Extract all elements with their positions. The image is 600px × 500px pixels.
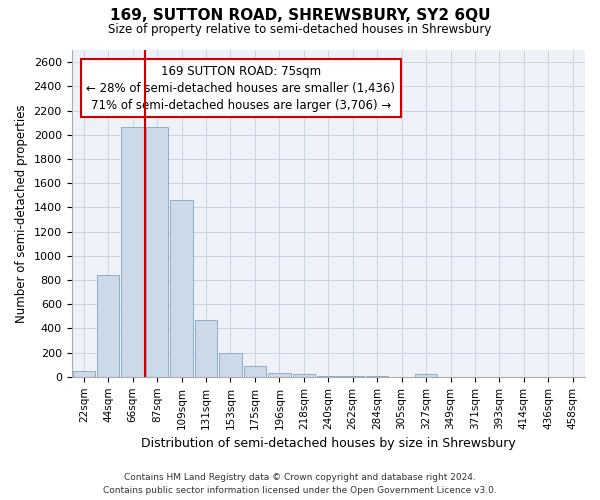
Bar	[219, 352, 242, 377]
Y-axis label: Number of semi-detached properties: Number of semi-detached properties	[15, 104, 28, 322]
Bar	[415, 374, 437, 377]
Bar	[244, 366, 266, 377]
Bar	[366, 376, 388, 377]
Bar	[121, 128, 144, 377]
Bar	[317, 376, 340, 377]
Text: 169, SUTTON ROAD, SHREWSBURY, SY2 6QU: 169, SUTTON ROAD, SHREWSBURY, SY2 6QU	[110, 8, 490, 22]
Text: Size of property relative to semi-detached houses in Shrewsbury: Size of property relative to semi-detach…	[109, 22, 491, 36]
X-axis label: Distribution of semi-detached houses by size in Shrewsbury: Distribution of semi-detached houses by …	[141, 437, 515, 450]
Bar	[268, 372, 290, 377]
Bar	[146, 128, 169, 377]
Bar	[97, 275, 119, 377]
Bar	[170, 200, 193, 377]
Bar	[341, 376, 364, 377]
Bar	[195, 320, 217, 377]
Bar	[73, 371, 95, 377]
Text: 169 SUTTON ROAD: 75sqm
← 28% of semi-detached houses are smaller (1,436)
71% of : 169 SUTTON ROAD: 75sqm ← 28% of semi-det…	[86, 64, 395, 112]
Bar	[293, 374, 315, 377]
Text: Contains HM Land Registry data © Crown copyright and database right 2024.
Contai: Contains HM Land Registry data © Crown c…	[103, 474, 497, 495]
